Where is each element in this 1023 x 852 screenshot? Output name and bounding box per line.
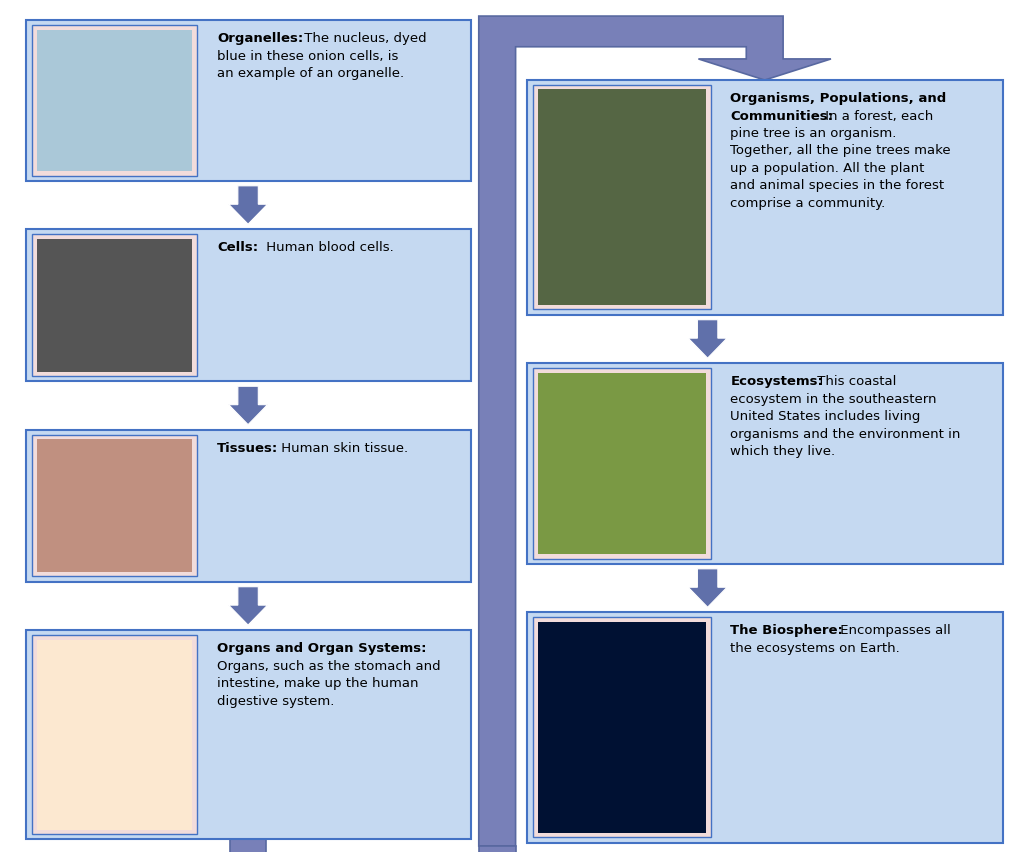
- Polygon shape: [229, 387, 268, 425]
- Text: Human blood cells.: Human blood cells.: [262, 241, 394, 254]
- Text: comprise a community.: comprise a community.: [730, 197, 886, 210]
- FancyBboxPatch shape: [527, 81, 1003, 315]
- Text: digestive system.: digestive system.: [217, 694, 335, 706]
- Text: up a population. All the plant: up a population. All the plant: [730, 162, 925, 175]
- FancyBboxPatch shape: [26, 430, 471, 582]
- Text: Organisms, Populations, and: Organisms, Populations, and: [730, 92, 946, 105]
- FancyBboxPatch shape: [26, 230, 471, 382]
- Polygon shape: [229, 839, 516, 852]
- Text: The nucleus, dyed: The nucleus, dyed: [300, 32, 427, 45]
- Text: and animal species in the forest: and animal species in the forest: [730, 179, 944, 192]
- FancyBboxPatch shape: [538, 90, 706, 306]
- Text: Cells:: Cells:: [217, 241, 258, 254]
- FancyBboxPatch shape: [37, 440, 192, 573]
- FancyBboxPatch shape: [32, 636, 197, 834]
- Text: which they live.: which they live.: [730, 445, 836, 458]
- FancyBboxPatch shape: [32, 435, 197, 577]
- Text: an example of an organelle.: an example of an organelle.: [217, 67, 404, 80]
- Text: Ecosystems:: Ecosystems:: [730, 375, 824, 388]
- Text: intestine, make up the human: intestine, make up the human: [217, 676, 418, 689]
- FancyBboxPatch shape: [538, 622, 706, 833]
- Polygon shape: [229, 587, 268, 625]
- FancyBboxPatch shape: [533, 369, 711, 559]
- Text: pine tree is an organism.: pine tree is an organism.: [730, 127, 897, 140]
- Text: the ecosystems on Earth.: the ecosystems on Earth.: [730, 641, 900, 654]
- Text: Together, all the pine trees make: Together, all the pine trees make: [730, 144, 951, 157]
- Polygon shape: [229, 187, 268, 225]
- Text: This coastal: This coastal: [813, 375, 896, 388]
- Text: Organs, such as the stomach and: Organs, such as the stomach and: [217, 659, 441, 672]
- Text: Encompasses all: Encompasses all: [836, 624, 950, 636]
- FancyBboxPatch shape: [26, 630, 471, 839]
- Text: ecosystem in the southeastern: ecosystem in the southeastern: [730, 392, 937, 406]
- FancyBboxPatch shape: [533, 86, 711, 310]
- Text: blue in these onion cells, is: blue in these onion cells, is: [217, 49, 398, 63]
- Text: Communities:: Communities:: [730, 109, 834, 123]
- Text: Human skin tissue.: Human skin tissue.: [277, 441, 408, 454]
- Polygon shape: [688, 320, 727, 359]
- Text: In a forest, each: In a forest, each: [820, 109, 933, 123]
- Text: Organs and Organ Systems:: Organs and Organ Systems:: [217, 642, 427, 654]
- Text: Organelles:: Organelles:: [217, 32, 303, 45]
- FancyBboxPatch shape: [32, 235, 197, 377]
- FancyBboxPatch shape: [533, 618, 711, 838]
- FancyBboxPatch shape: [527, 613, 1003, 843]
- FancyBboxPatch shape: [538, 373, 706, 555]
- Text: Tissues:: Tissues:: [217, 441, 278, 454]
- Polygon shape: [688, 569, 727, 607]
- FancyBboxPatch shape: [527, 364, 1003, 564]
- Text: United States includes living: United States includes living: [730, 410, 921, 423]
- FancyBboxPatch shape: [26, 21, 471, 181]
- Text: The Biosphere:: The Biosphere:: [730, 624, 843, 636]
- FancyBboxPatch shape: [37, 640, 192, 830]
- FancyBboxPatch shape: [37, 31, 192, 172]
- FancyBboxPatch shape: [37, 239, 192, 372]
- FancyBboxPatch shape: [32, 26, 197, 176]
- Text: organisms and the environment in: organisms and the environment in: [730, 427, 961, 440]
- Polygon shape: [479, 17, 831, 846]
